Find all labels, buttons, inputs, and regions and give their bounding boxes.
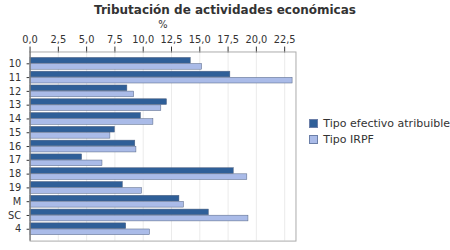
svg-text:5,0: 5,0 xyxy=(79,34,95,45)
svg-text:13: 13 xyxy=(9,99,22,110)
svg-text:20,0: 20,0 xyxy=(245,34,267,45)
svg-text:10: 10 xyxy=(9,58,22,69)
svg-text:SC: SC xyxy=(8,210,21,221)
svg-text:17,5: 17,5 xyxy=(217,34,239,45)
svg-text:14: 14 xyxy=(9,113,22,124)
svg-text:11: 11 xyxy=(9,72,22,83)
svg-text:M: M xyxy=(13,196,21,207)
svg-text:17: 17 xyxy=(9,154,22,165)
svg-text:4: 4 xyxy=(15,223,21,234)
svg-text:%: % xyxy=(158,19,167,30)
html-text:Tipo IRPF: Tipo IRPF xyxy=(323,132,374,146)
svg-text:2,5: 2,5 xyxy=(51,34,67,45)
svg-text:10,0: 10,0 xyxy=(132,34,154,45)
svg-text:15: 15 xyxy=(9,127,22,138)
svg-text:7,5: 7,5 xyxy=(107,34,123,45)
svg-text:18: 18 xyxy=(9,168,22,179)
svg-text:22,5: 22,5 xyxy=(274,34,296,45)
svg-text:16: 16 xyxy=(9,141,22,152)
svg-text:19: 19 xyxy=(9,182,22,193)
html-text:Tipo efectivo atribuible: Tipo efectivo atribuible xyxy=(323,116,450,130)
svg-text:15,0: 15,0 xyxy=(189,34,211,45)
svg-text:12,5: 12,5 xyxy=(161,34,183,45)
html-text:Tributación de actividades eco: Tributación de actividades económicas xyxy=(94,3,356,17)
svg-text:12: 12 xyxy=(9,86,22,97)
svg-text:0,0: 0,0 xyxy=(22,34,38,45)
